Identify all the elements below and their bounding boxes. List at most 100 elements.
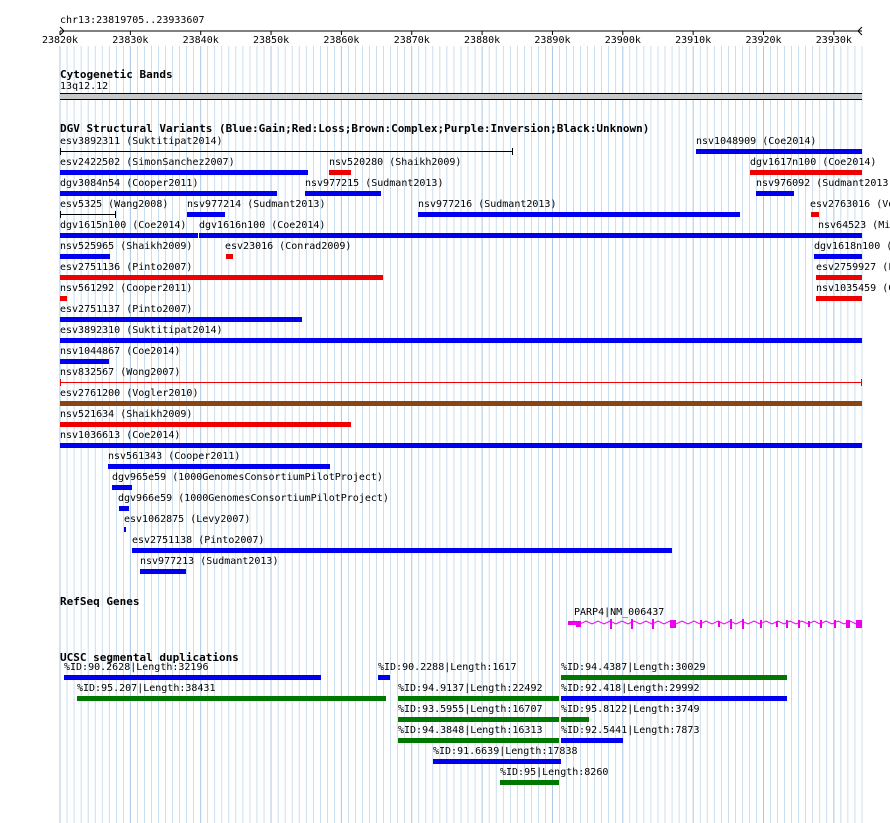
segdup-label[interactable]: %ID:91.6639|Length:17838 bbox=[433, 746, 578, 757]
dgv-feature-bar[interactable] bbox=[756, 191, 794, 196]
segdup-label[interactable]: %ID:95.207|Length:38431 bbox=[77, 683, 216, 694]
dgv-feature-bar[interactable] bbox=[818, 233, 862, 238]
dgv-feature-bar[interactable] bbox=[60, 233, 198, 238]
dgv-feature-bar[interactable] bbox=[811, 212, 819, 217]
dgv-feature-label[interactable]: dgv1618n100 ( bbox=[814, 241, 890, 252]
segdup-label[interactable]: %ID:94.9137|Length:22492 bbox=[398, 683, 543, 694]
dgv-feature-bar[interactable] bbox=[60, 275, 383, 280]
dgv-feature-bar[interactable] bbox=[108, 464, 330, 469]
segdup-bar[interactable] bbox=[561, 738, 623, 743]
dgv-feature-bar[interactable] bbox=[329, 170, 351, 175]
segdup-bar[interactable] bbox=[561, 696, 787, 701]
dgv-feature-label[interactable]: esv2759927 (F bbox=[816, 262, 890, 273]
dgv-feature-bar[interactable] bbox=[696, 149, 862, 154]
dgv-feature-bar[interactable] bbox=[226, 254, 233, 259]
dgv-feature-label[interactable]: esv2763016 (Vo bbox=[810, 199, 890, 210]
dgv-feature-bar[interactable] bbox=[60, 296, 67, 301]
dgv-feature-label[interactable]: nsv977214 (Sudmant2013) bbox=[187, 199, 326, 210]
dgv-feature-bar[interactable] bbox=[124, 527, 126, 532]
dgv-feature-label[interactable]: esv1062875 (Levy2007) bbox=[124, 514, 251, 525]
dgv-feature-label[interactable]: dgv965e59 (1000GenomesConsortiumPilotPro… bbox=[112, 472, 383, 483]
parp4-gene-model[interactable] bbox=[0, 616, 890, 632]
dgv-feature-bar[interactable] bbox=[750, 170, 862, 175]
segdup-label[interactable]: %ID:94.4387|Length:30029 bbox=[561, 662, 706, 673]
dgv-feature-bar[interactable] bbox=[60, 422, 351, 427]
dgv-feature-label[interactable]: nsv832567 (Wong2007) bbox=[60, 367, 181, 378]
dgv-feature-bar[interactable] bbox=[60, 401, 862, 406]
segdup-label[interactable]: %ID:90.2288|Length:1617 bbox=[378, 662, 517, 673]
dgv-feature-bar[interactable] bbox=[418, 212, 740, 217]
dgv-feature-label[interactable]: nsv1048909 (Coe2014) bbox=[696, 136, 817, 147]
segdup-bar[interactable] bbox=[77, 696, 386, 701]
dgv-feature-label[interactable]: nsv977213 (Sudmant2013) bbox=[140, 556, 279, 567]
dgv-feature-label[interactable]: esv3892311 (Suktitipat2014) bbox=[60, 136, 223, 147]
gene-exon bbox=[670, 620, 676, 628]
dgv-feature-label[interactable]: nsv520280 (Shaikh2009) bbox=[329, 157, 462, 168]
dgv-feature-label[interactable]: nsv1035459 (C bbox=[816, 283, 890, 294]
dgv-feature-label[interactable]: esv2751138 (Pinto2007) bbox=[132, 535, 265, 546]
segdup-bar[interactable] bbox=[64, 675, 321, 680]
segdup-label[interactable]: %ID:95|Length:8260 bbox=[500, 767, 609, 778]
dgv-feature-label[interactable]: esv23016 (Conrad2009) bbox=[225, 241, 352, 252]
dgv-feature-label[interactable]: nsv977215 (Sudmant2013) bbox=[305, 178, 444, 189]
dgv-feature-label[interactable]: nsv525965 (Shaikh2009) bbox=[60, 241, 193, 252]
dgv-feature-bar[interactable] bbox=[60, 170, 308, 175]
dgv-feature-bar[interactable] bbox=[60, 382, 862, 383]
gene-exon bbox=[568, 621, 576, 625]
segdup-label[interactable]: %ID:92.5441|Length:7873 bbox=[561, 725, 700, 736]
dgv-feature-label[interactable]: nsv561343 (Cooper2011) bbox=[108, 451, 241, 462]
dgv-feature-label[interactable]: dgv1615n100 (Coe2014) bbox=[60, 220, 187, 231]
ruler-coordinates: chr13:23819705..23933607 bbox=[60, 15, 205, 26]
dgv-feature-bar[interactable] bbox=[816, 296, 862, 301]
segdup-bar[interactable] bbox=[561, 717, 589, 722]
dgv-feature-bar[interactable] bbox=[60, 359, 109, 364]
dgv-feature-bar[interactable] bbox=[112, 485, 132, 490]
segdup-label[interactable]: %ID:95.8122|Length:3749 bbox=[561, 704, 700, 715]
segdup-label[interactable]: %ID:92.418|Length:29992 bbox=[561, 683, 700, 694]
dgv-feature-bar[interactable] bbox=[60, 214, 116, 215]
dgv-feature-label[interactable]: esv2751137 (Pinto2007) bbox=[60, 304, 193, 315]
dgv-feature-bar[interactable] bbox=[140, 569, 186, 574]
dgv-feature-bar[interactable] bbox=[814, 254, 862, 259]
segdup-bar[interactable] bbox=[398, 717, 559, 722]
dgv-feature-bar[interactable] bbox=[60, 338, 862, 343]
dgv-feature-label[interactable]: nsv64523 (Mi bbox=[818, 220, 890, 231]
dgv-feature-label[interactable]: nsv561292 (Cooper2011) bbox=[60, 283, 193, 294]
dgv-feature-bar[interactable] bbox=[132, 548, 672, 553]
dgv-feature-label[interactable]: esv3892310 (Suktitipat2014) bbox=[60, 325, 223, 336]
dgv-feature-bar[interactable] bbox=[199, 233, 818, 238]
dgv-feature-bar[interactable] bbox=[60, 317, 302, 322]
dgv-feature-label[interactable]: nsv977216 (Sudmant2013) bbox=[418, 199, 557, 210]
dgv-feature-label[interactable]: nsv1044867 (Coe2014) bbox=[60, 346, 181, 357]
dgv-feature-label[interactable]: dgv3084n54 (Cooper2011) bbox=[60, 178, 199, 189]
gene-exon bbox=[610, 619, 612, 629]
dgv-feature-label[interactable]: dgv1617n100 (Coe2014) bbox=[750, 157, 877, 168]
dgv-feature-label[interactable]: esv2761200 (Vogler2010) bbox=[60, 388, 199, 399]
segdup-bar[interactable] bbox=[500, 780, 559, 785]
dgv-feature-bar[interactable] bbox=[60, 254, 110, 259]
dgv-feature-label[interactable]: nsv1036613 (Coe2014) bbox=[60, 430, 181, 441]
dgv-feature-bar[interactable] bbox=[305, 191, 381, 196]
dgv-feature-bar[interactable] bbox=[60, 191, 277, 196]
dgv-feature-bar[interactable] bbox=[60, 443, 862, 448]
segdup-label[interactable]: %ID:90.2628|Length:32196 bbox=[64, 662, 209, 673]
segdup-label[interactable]: %ID:94.3848|Length:16313 bbox=[398, 725, 543, 736]
dgv-feature-label[interactable]: nsv976092 (Sudmant2013) bbox=[756, 178, 890, 189]
dgv-feature-label[interactable]: nsv521634 (Shaikh2009) bbox=[60, 409, 193, 420]
segdup-bar[interactable] bbox=[561, 675, 787, 680]
segdup-bar[interactable] bbox=[378, 675, 390, 680]
segdup-bar[interactable] bbox=[398, 696, 559, 701]
dgv-feature-label[interactable]: dgv1616n100 (Coe2014) bbox=[199, 220, 326, 231]
segdup-bar[interactable] bbox=[398, 738, 559, 743]
dgv-feature-bar[interactable] bbox=[816, 275, 862, 280]
dgv-feature-bar[interactable] bbox=[187, 212, 225, 217]
dgv-feature-label[interactable]: esv2751136 (Pinto2007) bbox=[60, 262, 193, 273]
dgv-feature-label[interactable]: dgv966e59 (1000GenomesConsortiumPilotPro… bbox=[118, 493, 389, 504]
dgv-feature-label[interactable]: esv2422502 (SimonSanchez2007) bbox=[60, 157, 235, 168]
dgv-feature-bar[interactable] bbox=[119, 506, 129, 511]
segdup-bar[interactable] bbox=[433, 759, 561, 764]
dgv-feature-label[interactable]: esv5325 (Wang2008) bbox=[60, 199, 169, 210]
cytoband-bar[interactable] bbox=[60, 93, 862, 100]
segdup-label[interactable]: %ID:93.5955|Length:16707 bbox=[398, 704, 543, 715]
dgv-feature-bar[interactable] bbox=[60, 151, 513, 152]
